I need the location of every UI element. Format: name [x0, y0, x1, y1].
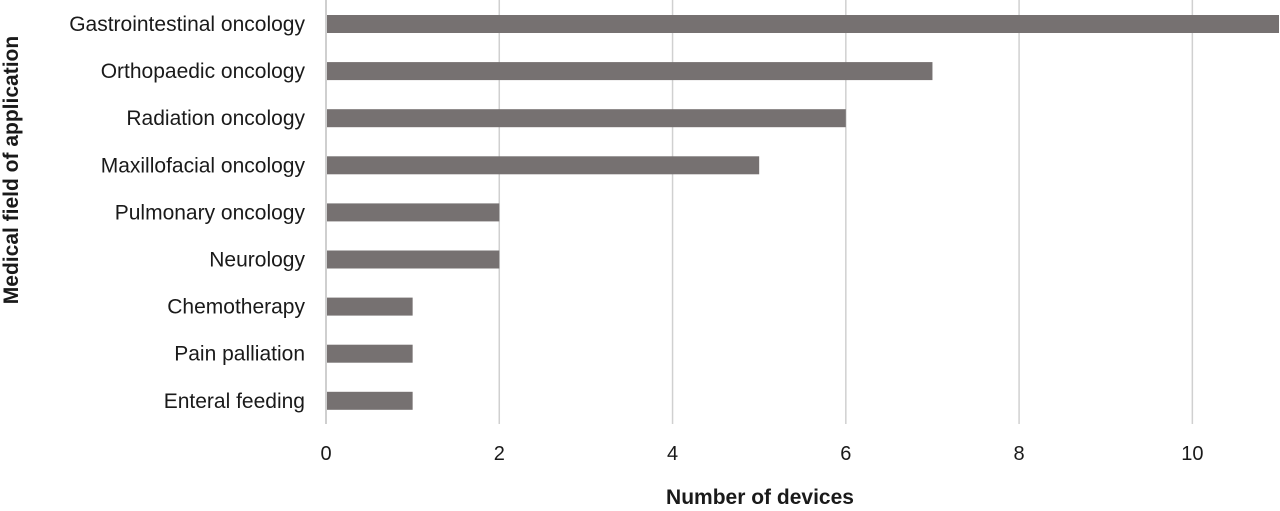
x-tick-label: 8: [1014, 443, 1025, 465]
category-labels: Gastrointestinal oncology Orthopaedic onc…: [69, 13, 305, 413]
category-label: Gastrointestinal oncology: [69, 13, 305, 36]
bar: [327, 203, 500, 222]
x-tick-label: 4: [667, 443, 678, 465]
category-label: Radiation oncology: [126, 107, 305, 130]
bar: [327, 250, 500, 269]
x-tick-label: 10: [1181, 443, 1203, 465]
bar: [327, 62, 933, 81]
x-tick-labels: 0 2 4 6 8 10: [320, 443, 1203, 465]
category-label: Enteral feeding: [164, 390, 305, 413]
category-label: Orthopaedic oncology: [101, 60, 306, 83]
category-label: Pain palliation: [174, 343, 305, 366]
category-label: Maxillofacial oncology: [101, 154, 306, 177]
bar: [327, 15, 1279, 33]
y-axis-title: Medical field of application: [0, 36, 23, 304]
category-label: Chemotherapy: [167, 296, 305, 319]
category-label: Pulmonary oncology: [115, 201, 306, 224]
x-tick-label: 0: [320, 443, 331, 465]
bars: [327, 15, 1279, 410]
bar: [327, 297, 413, 316]
x-tick-label: 2: [494, 443, 505, 465]
bar: [327, 344, 413, 363]
bar: [327, 156, 760, 175]
x-axis-title: Number of devices: [666, 486, 854, 506]
bar: [327, 109, 846, 128]
x-tick-label: 6: [840, 443, 851, 465]
category-label: Neurology: [209, 249, 305, 272]
bar: [327, 391, 413, 410]
